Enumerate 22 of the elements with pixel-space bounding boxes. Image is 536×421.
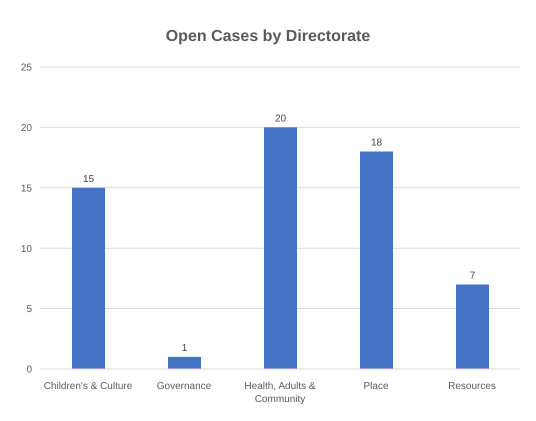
- y-tick-label: 15: [20, 183, 32, 194]
- bar: [72, 188, 105, 369]
- y-tick-label: 0: [26, 364, 32, 376]
- chart-title: Open Cases by Directorate: [164, 28, 372, 46]
- y-tick-label: 10: [20, 244, 32, 255]
- bar: [168, 356, 201, 369]
- x-tick-label: Resources: [448, 381, 496, 392]
- y-tick-label: 5: [26, 304, 32, 316]
- data-label: 1: [182, 342, 188, 354]
- bar: [456, 284, 489, 369]
- data-label: 18: [370, 138, 382, 149]
- y-tick-label: 25: [20, 62, 32, 74]
- bar: [264, 127, 297, 369]
- x-tick-label: Health, Adults & Community: [244, 381, 316, 405]
- data-label: 7: [470, 270, 476, 282]
- x-tick-label: Governance: [156, 381, 212, 392]
- x-tick-label: Children's & Culture: [44, 381, 133, 392]
- bar: [360, 152, 393, 369]
- data-label: 15: [82, 174, 94, 185]
- x-tick-label: Place: [363, 381, 389, 392]
- data-label: 20: [274, 113, 286, 124]
- y-tick-label: 20: [20, 122, 32, 134]
